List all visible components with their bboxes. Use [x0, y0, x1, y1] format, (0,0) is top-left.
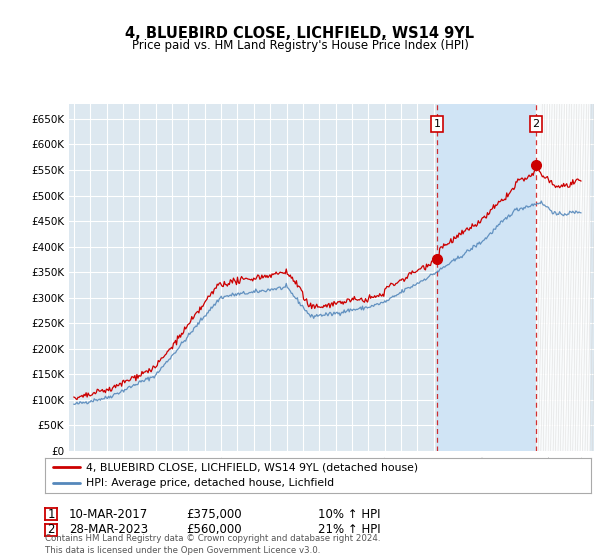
Text: 2: 2: [47, 523, 55, 536]
Text: Price paid vs. HM Land Registry's House Price Index (HPI): Price paid vs. HM Land Registry's House …: [131, 39, 469, 53]
Text: 10% ↑ HPI: 10% ↑ HPI: [318, 507, 380, 521]
Text: 1: 1: [433, 119, 440, 129]
Text: £375,000: £375,000: [186, 507, 242, 521]
Text: 1: 1: [47, 507, 55, 521]
Text: 28-MAR-2023: 28-MAR-2023: [69, 523, 148, 536]
Text: 10-MAR-2017: 10-MAR-2017: [69, 507, 148, 521]
Text: Contains HM Land Registry data © Crown copyright and database right 2024.
This d: Contains HM Land Registry data © Crown c…: [45, 534, 380, 555]
Text: HPI: Average price, detached house, Lichfield: HPI: Average price, detached house, Lich…: [86, 478, 334, 488]
Bar: [437, 104, 536, 451]
Text: 4, BLUEBIRD CLOSE, LICHFIELD, WS14 9YL: 4, BLUEBIRD CLOSE, LICHFIELD, WS14 9YL: [125, 26, 475, 41]
Text: 2: 2: [532, 119, 539, 129]
Text: 4, BLUEBIRD CLOSE, LICHFIELD, WS14 9YL (detached house): 4, BLUEBIRD CLOSE, LICHFIELD, WS14 9YL (…: [86, 462, 418, 472]
Text: £560,000: £560,000: [186, 523, 242, 536]
Text: 21% ↑ HPI: 21% ↑ HPI: [318, 523, 380, 536]
